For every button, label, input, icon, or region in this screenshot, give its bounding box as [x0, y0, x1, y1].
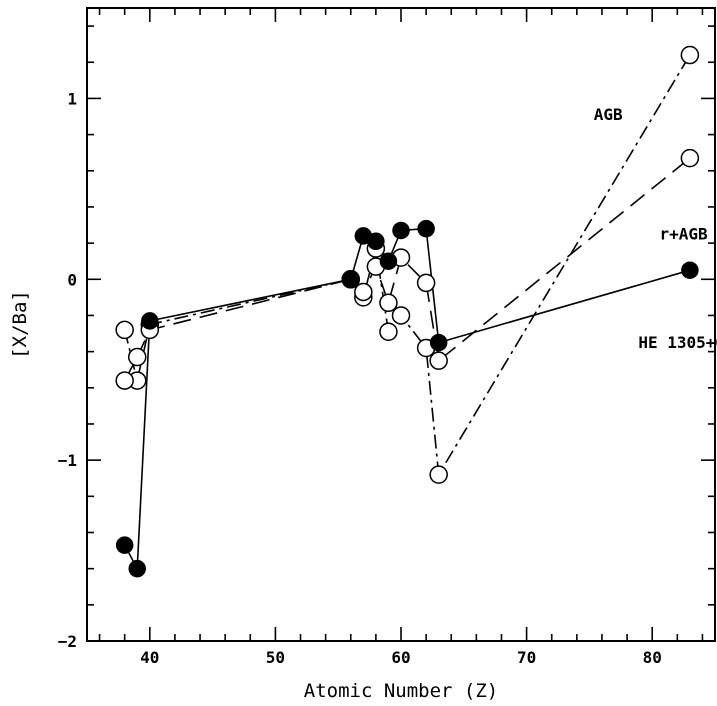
- data-point-he-1305-0007: [115, 536, 134, 554]
- plot-frame: [86, 7, 716, 642]
- data-point-he-1305-0007: [141, 312, 159, 330]
- y-tick-label: −2: [58, 632, 77, 651]
- data-point-he-1305-0007: [342, 270, 360, 289]
- data-point-agb: [379, 322, 398, 341]
- tick-labels: 40 50 60 70 80 −2 −1 0 1: [58, 89, 662, 667]
- y-tick-label: 0: [67, 270, 77, 289]
- data-point-r-agb: [379, 293, 398, 313]
- data-point-r-agb: [115, 371, 134, 390]
- data-point-agb: [429, 465, 448, 484]
- data-point-r-agb: [680, 148, 700, 168]
- data-point-r-agb: [429, 351, 448, 370]
- data-point-agb: [115, 320, 134, 340]
- x-axis-label: Atomic Number (Z): [304, 680, 498, 702]
- x-tick-label: 80: [643, 648, 662, 667]
- series-points: [115, 45, 700, 578]
- x-tick-label: 60: [391, 648, 410, 667]
- x-tick-label: 50: [266, 648, 285, 667]
- data-point-agb: [680, 45, 700, 65]
- data-point-he-1305-0007: [128, 559, 146, 578]
- series-line-r-agb: [123, 157, 691, 381]
- y-tick-label: 1: [67, 89, 77, 108]
- data-point-he-1305-0007: [429, 333, 448, 352]
- series-annotation: r+AGB: [660, 224, 709, 243]
- series-annotation: HE 1305+0007: [638, 333, 717, 352]
- y-tick-label: −1: [58, 451, 77, 470]
- data-point-he-1305-0007: [417, 219, 435, 238]
- x-tick-label: 40: [140, 648, 159, 667]
- data-point-r-agb: [416, 273, 436, 293]
- data-point-r-agb: [127, 347, 147, 367]
- x-tick-label: 70: [517, 648, 536, 667]
- data-point-he-1305-0007: [367, 232, 385, 251]
- series-line-he-1305-0007: [123, 227, 691, 572]
- data-point-he-1305-0007: [681, 261, 699, 279]
- data-point-he-1305-0007: [392, 221, 410, 240]
- annotations: AGB r+AGB HE 1305+0007: [594, 105, 717, 352]
- y-axis-label: [X/Ba]: [9, 290, 31, 359]
- axis-ticks: [87, 8, 715, 642]
- data-point-r-agb: [354, 282, 373, 302]
- series-annotation: AGB: [594, 105, 623, 124]
- data-point-he-1305-0007: [379, 252, 398, 270]
- data-point-agb: [391, 306, 411, 325]
